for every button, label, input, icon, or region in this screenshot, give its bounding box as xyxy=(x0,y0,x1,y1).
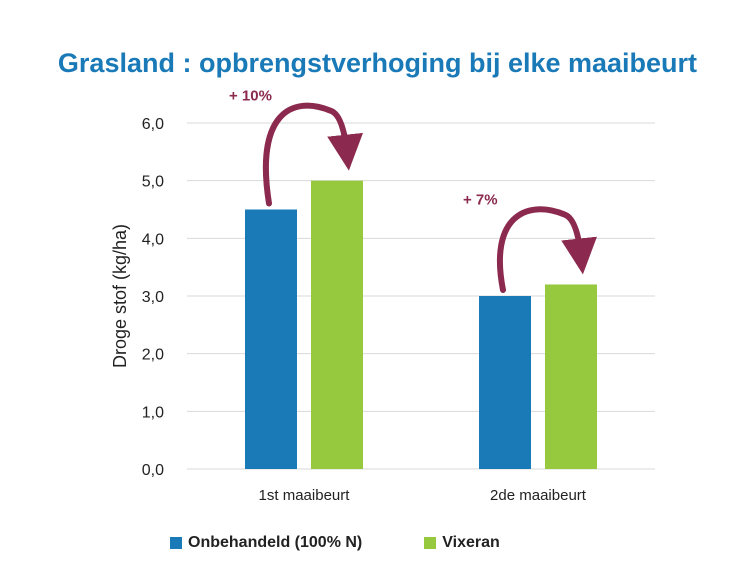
annotations: + 10% + 7% xyxy=(229,88,598,293)
legend-label-vixeran: Vixeran xyxy=(442,534,500,551)
y-tick-label: 1,0 xyxy=(142,404,164,421)
y-tick-label: 5,0 xyxy=(142,174,164,191)
bar-vixeran xyxy=(545,284,597,469)
legend-item-onbehandeld: Onbehandeld (100% N) xyxy=(170,534,362,552)
chart-title: Grasland : opbrengstverhoging bij elke m… xyxy=(57,48,698,78)
y-tick-labels: 0,0 1,0 2,0 3,0 4,0 5,0 6,0 xyxy=(142,116,164,479)
bars xyxy=(245,180,597,469)
category-label: 2de maaibeurt xyxy=(490,487,587,504)
legend: Onbehandeld (100% N) Vixeran xyxy=(170,534,562,552)
y-axis-label: Droge stof (kg/ha) xyxy=(110,224,130,368)
legend-item-vixeran: Vixeran xyxy=(424,534,500,552)
category-labels: 1st maaibeurt 2de maaibeurt xyxy=(259,487,587,504)
bar-onbehandeld xyxy=(245,209,297,469)
annotation-label: + 7% xyxy=(463,191,498,208)
category-label: 1st maaibeurt xyxy=(259,487,351,504)
y-tick-label: 0,0 xyxy=(142,462,164,479)
curved-arrow-icon xyxy=(496,206,598,293)
bar-vixeran xyxy=(311,180,363,469)
y-tick-label: 2,0 xyxy=(142,347,164,364)
y-tick-label: 4,0 xyxy=(142,231,164,248)
y-tick-label: 3,0 xyxy=(142,289,164,306)
legend-swatch-vixeran xyxy=(424,537,437,549)
y-tick-label: 6,0 xyxy=(142,116,164,133)
legend-swatch-onbehandeld xyxy=(170,537,182,549)
curved-arrow-icon xyxy=(262,102,364,207)
bar-onbehandeld xyxy=(479,296,531,469)
legend-label-onbehandeld: Onbehandeld (100% N) xyxy=(188,534,363,551)
annotation-label: + 10% xyxy=(229,88,272,105)
